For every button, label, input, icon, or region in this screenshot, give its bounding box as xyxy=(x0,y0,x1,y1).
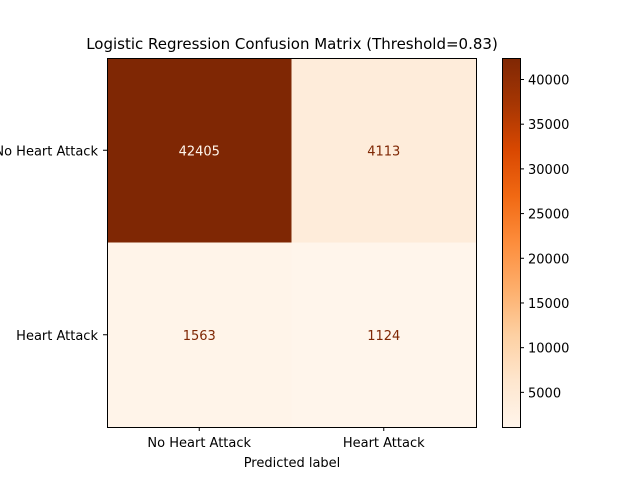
colorbar-ticks: 5000 10000 15000 20000 25000 30000 35000 40000 xyxy=(520,73,569,401)
cell-value-label: 4113 xyxy=(367,144,400,159)
y-tick-label: No Heart Attack xyxy=(0,144,98,159)
cell-value-label: 1563 xyxy=(183,329,216,344)
chart-title: Logistic Regression Confusion Matrix (Th… xyxy=(86,35,498,53)
colorbar-tick-label: 40000 xyxy=(528,73,569,88)
cell-value-label: 42405 xyxy=(179,144,220,159)
x-tick-labels: No Heart Attack Heart Attack xyxy=(147,427,425,451)
y-tick-label: Heart Attack xyxy=(16,329,98,344)
matrix-cell xyxy=(291,242,477,428)
x-axis-label: Predicted label xyxy=(244,456,341,471)
colorbar xyxy=(502,58,520,427)
matrix-cell xyxy=(107,242,292,428)
colorbar-tick-label: 10000 xyxy=(528,342,569,357)
colorbar-tick-label: 35000 xyxy=(528,118,569,133)
x-tick-label: Heart Attack xyxy=(343,436,425,451)
cell-value-label: 1124 xyxy=(367,329,400,344)
matrix-cells: 42405 4113 1563 1124 xyxy=(107,58,477,428)
y-tick-labels: No Heart Attack Heart Attack xyxy=(0,144,107,344)
colorbar-tick-label: 30000 xyxy=(528,163,569,178)
matrix-cell xyxy=(291,58,477,243)
plot-frame xyxy=(107,58,477,428)
colorbar-frame xyxy=(502,58,521,428)
colorbar-tick-label: 20000 xyxy=(528,252,569,267)
matrix-cell xyxy=(107,58,292,243)
colorbar-tick-label: 25000 xyxy=(528,208,569,223)
x-tick-label: No Heart Attack xyxy=(147,436,251,451)
colorbar-tick-label: 5000 xyxy=(528,386,561,401)
colorbar-tick-label: 15000 xyxy=(528,297,569,312)
